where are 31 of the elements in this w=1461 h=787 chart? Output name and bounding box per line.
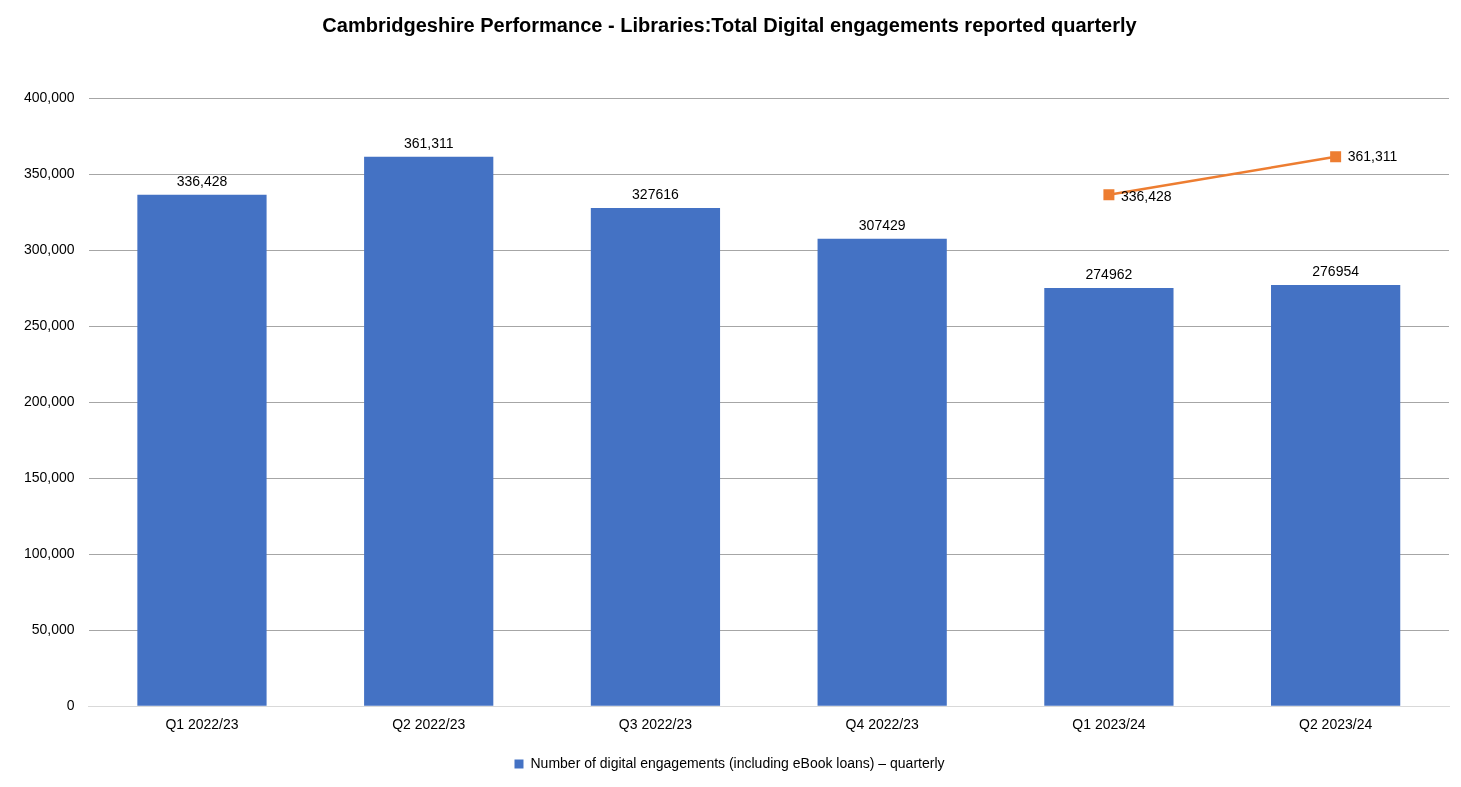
data-label: 307429 <box>858 216 906 233</box>
x-tick-label: Q2 2022/23 <box>392 716 466 733</box>
y-tick-label: 100,000 <box>24 545 75 562</box>
data-label: 336,428 <box>1120 187 1172 204</box>
bar <box>1271 285 1401 706</box>
y-tick-label: 0 <box>66 697 75 714</box>
legend-label: Number of digital engagements (including eBook loans) – quarterly <box>530 754 945 771</box>
data-label: 274962 <box>1085 265 1133 282</box>
chart-title: Cambridgeshire Performance - Libraries:Total Digital engagements reported quarterly <box>322 13 1138 36</box>
data-label: 361,311 <box>403 134 454 151</box>
x-tick-label: Q1 2023/24 <box>1072 716 1146 733</box>
bar <box>590 208 721 706</box>
y-tick-label: 200,000 <box>24 392 75 409</box>
y-tick-label: 300,000 <box>24 240 75 257</box>
x-tick-label: Q4 2022/23 <box>845 716 919 733</box>
bar <box>137 194 267 706</box>
data-label: 361,311 <box>1347 147 1398 164</box>
data-label: 327616 <box>632 185 680 202</box>
data-label: 336,428 <box>176 172 228 189</box>
x-tick-label: Q3 2022/23 <box>618 716 693 733</box>
bar <box>1044 288 1174 706</box>
x-tick-label: Q1 2022/23 <box>165 716 239 733</box>
bar <box>364 156 494 706</box>
y-tick-label: 50,000 <box>31 621 75 638</box>
y-tick-label: 400,000 <box>24 88 75 105</box>
bar <box>817 238 947 706</box>
x-tick-label: Q2 2023/24 <box>1299 716 1373 733</box>
data-label: 276954 <box>1312 262 1360 279</box>
y-tick-label: 250,000 <box>24 316 75 333</box>
y-tick-label: 150,000 <box>24 468 75 485</box>
y-tick-label: 350,000 <box>24 164 75 181</box>
